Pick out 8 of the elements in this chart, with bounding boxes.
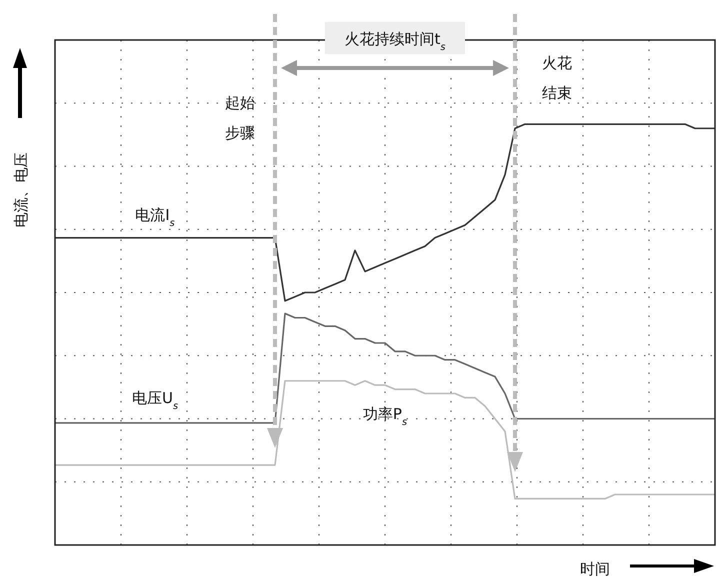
- x-axis-title: 时间: [580, 560, 610, 578]
- text: 火花持续时间t$_{s}$: [344, 30, 446, 52]
- annotation: 起始步骤: [225, 94, 255, 142]
- series-label: 电流I$_{s}$: [135, 206, 175, 228]
- text: 火花结束: [542, 54, 572, 102]
- series-label: 电压U$_{s}$: [132, 388, 178, 412]
- y-axis-title: 电流、电压: [12, 152, 30, 228]
- series-label: 功率P$_{s}$: [362, 405, 408, 428]
